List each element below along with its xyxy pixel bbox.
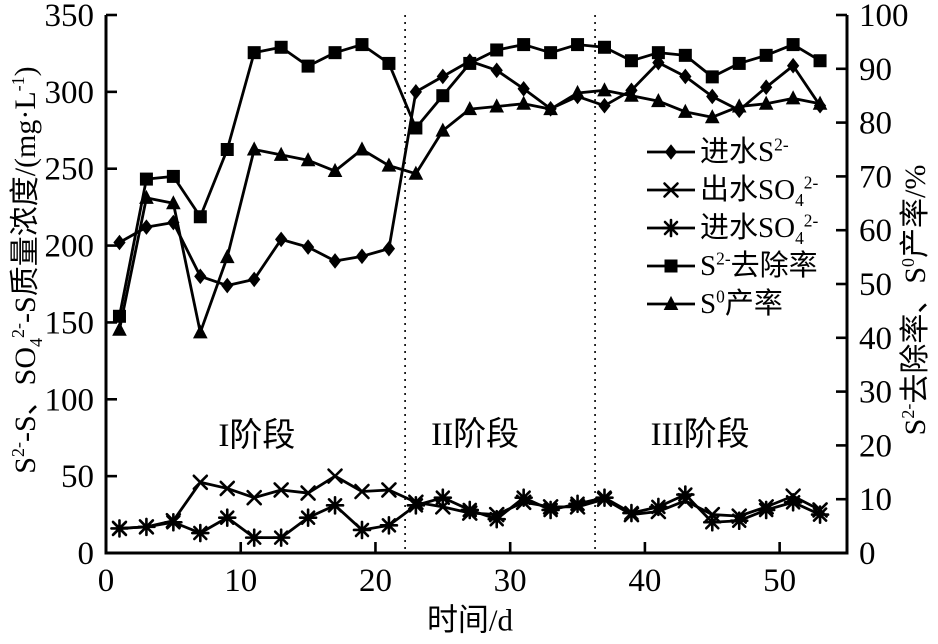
series-influent-s2-markers	[113, 53, 827, 294]
x-tick-label: 30	[494, 563, 527, 599]
legend-item-label: S2-去除率	[700, 247, 818, 282]
x-tick-label: 50	[763, 563, 796, 599]
y-right-tick-label: 90	[859, 52, 892, 88]
legend-item-label: 进水S2-	[700, 133, 789, 168]
triangle-marker-icon	[647, 295, 695, 310]
square-marker-icon	[647, 259, 695, 273]
y-left-tick-label: 150	[45, 305, 95, 341]
legend: 进水S2- 出水SO42- 进水SO42- S2-去除率 S0产率	[645, 133, 818, 323]
series-s0-yield-markers	[112, 82, 828, 339]
legend-item-influent-s2: 进水S2-	[645, 133, 818, 171]
y-left-tick-label: 50	[61, 459, 94, 495]
legend-item-influent-so4: 进水SO42-	[645, 209, 818, 247]
x-axis-label: 时间/d	[426, 602, 514, 638]
x-tick-label: 40	[628, 563, 661, 599]
legend-item-label: 出水SO42-	[700, 171, 819, 210]
legend-item-label: S0产率	[700, 285, 783, 320]
y-left-tick-label: 350	[45, 0, 95, 34]
y-axis-label-left: S2--S、SO42--S质量浓度/(mg·L-1)	[8, 66, 46, 474]
phase-label-3: III阶段	[650, 416, 750, 453]
diamond-marker-icon	[647, 144, 695, 160]
y-left-tick-label: 250	[45, 152, 95, 188]
legend-item-effluent-so4: 出水SO42-	[645, 171, 818, 209]
y-left-tick-label: 100	[45, 382, 95, 418]
legend-item-label: 进水SO42-	[700, 209, 819, 248]
phase-label-1: I阶段	[218, 418, 296, 455]
y-right-tick-label: 70	[859, 159, 892, 195]
y-right-tick-label: 50	[859, 267, 892, 303]
phase-label-2: II阶段	[431, 416, 520, 453]
x-marker-icon	[647, 182, 695, 198]
y-left-tick-label: 0	[78, 536, 95, 572]
legend-item-s0-yield: S0产率	[645, 285, 818, 323]
series-s2-removal-rate-markers	[112, 38, 827, 323]
x-tick-label: 0	[98, 563, 115, 599]
x-tick-label: 20	[359, 563, 392, 599]
y-right-tick-label: 40	[859, 321, 892, 357]
y-axis-label-right: S2-去除率、S0产率/%	[898, 164, 932, 436]
axis-ticks: 0501001502002503003500102030405060708090…	[45, 0, 909, 599]
y-left-tick-label: 200	[45, 229, 95, 265]
series-influent-so4-markers	[110, 485, 830, 547]
x-tick-label: 10	[224, 563, 257, 599]
y-left-tick-label: 300	[45, 75, 95, 111]
y-right-tick-label: 100	[859, 0, 909, 34]
y-right-tick-label: 20	[859, 428, 892, 464]
y-right-tick-label: 30	[859, 375, 892, 411]
asterisk-marker-icon	[647, 218, 695, 238]
y-right-tick-label: 80	[859, 106, 892, 142]
y-right-tick-label: 10	[859, 482, 892, 518]
y-right-tick-label: 60	[859, 213, 892, 249]
legend-item-s2-removal-rate: S2-去除率	[645, 247, 818, 285]
y-right-tick-label: 0	[859, 536, 876, 572]
